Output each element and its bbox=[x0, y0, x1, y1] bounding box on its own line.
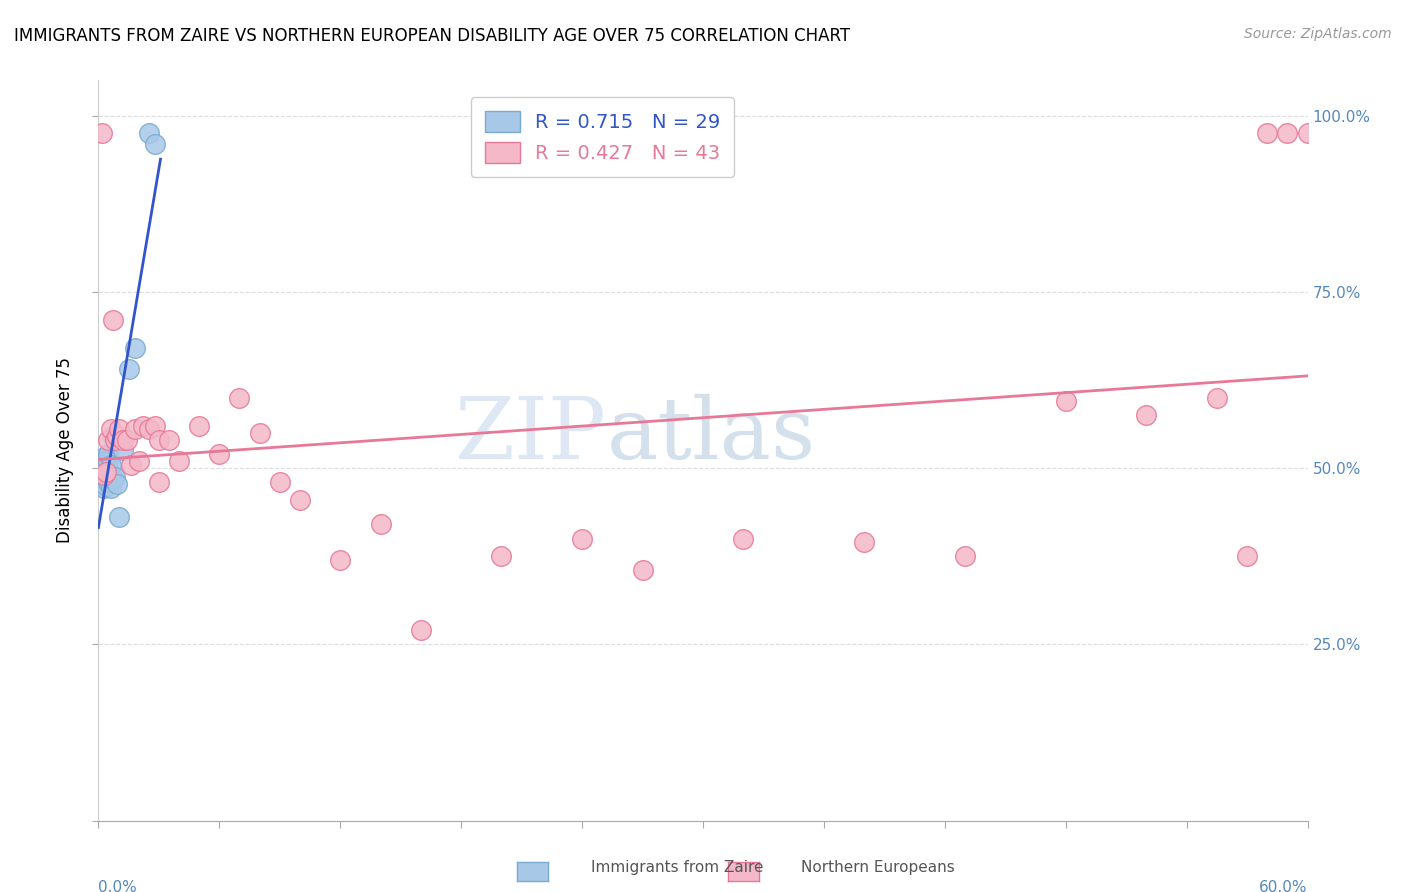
Point bbox=[100, 481, 122, 495]
Point bbox=[143, 418, 166, 433]
Point bbox=[89, 468, 111, 483]
Point bbox=[1054, 394, 1077, 409]
Point bbox=[138, 422, 160, 436]
Point bbox=[97, 465, 120, 479]
Point bbox=[1206, 391, 1229, 405]
Point bbox=[107, 510, 129, 524]
Y-axis label: Disability Age Over 75: Disability Age Over 75 bbox=[56, 358, 75, 543]
Point bbox=[631, 563, 654, 577]
Point bbox=[249, 425, 271, 440]
Point bbox=[128, 454, 150, 468]
Text: 0.0%: 0.0% bbox=[98, 880, 138, 892]
Point bbox=[853, 535, 876, 549]
Point bbox=[138, 126, 160, 140]
Point bbox=[91, 126, 114, 140]
Point bbox=[132, 418, 155, 433]
Point bbox=[91, 475, 114, 490]
Point bbox=[329, 553, 352, 567]
Point bbox=[103, 433, 125, 447]
Point bbox=[1256, 126, 1278, 140]
Point bbox=[97, 447, 120, 461]
Point bbox=[288, 492, 311, 507]
Point bbox=[89, 458, 111, 472]
Point bbox=[93, 461, 115, 475]
Point bbox=[118, 362, 141, 376]
Point bbox=[97, 433, 120, 447]
Point bbox=[188, 418, 211, 433]
Point bbox=[97, 455, 120, 469]
Point bbox=[105, 476, 128, 491]
Point bbox=[409, 624, 432, 638]
Point bbox=[269, 475, 291, 490]
Point bbox=[93, 454, 115, 468]
Text: IMMIGRANTS FROM ZAIRE VS NORTHERN EUROPEAN DISABILITY AGE OVER 75 CORRELATION CH: IMMIGRANTS FROM ZAIRE VS NORTHERN EUROPE… bbox=[14, 27, 851, 45]
Point bbox=[167, 454, 190, 468]
Text: 60.0%: 60.0% bbox=[1260, 880, 1308, 892]
Point bbox=[96, 454, 118, 468]
Point bbox=[228, 391, 250, 405]
Text: Immigrants from Zaire: Immigrants from Zaire bbox=[591, 861, 763, 875]
Point bbox=[208, 447, 231, 461]
Point bbox=[96, 479, 118, 493]
Point bbox=[107, 422, 129, 436]
Point bbox=[97, 475, 120, 490]
Point bbox=[143, 136, 166, 151]
Point bbox=[96, 465, 118, 479]
Point bbox=[148, 475, 170, 490]
Point bbox=[1296, 126, 1319, 140]
Point bbox=[91, 450, 114, 465]
Point bbox=[93, 469, 115, 483]
Text: Northern Europeans: Northern Europeans bbox=[801, 861, 955, 875]
Point bbox=[571, 532, 593, 546]
Point bbox=[491, 549, 513, 564]
Point bbox=[91, 462, 114, 476]
Point bbox=[733, 532, 755, 546]
Legend: R = 0.715   N = 29, R = 0.427   N = 43: R = 0.715 N = 29, R = 0.427 N = 43 bbox=[471, 97, 734, 177]
Point bbox=[93, 481, 115, 495]
Point bbox=[105, 429, 128, 443]
Text: ZIP: ZIP bbox=[454, 394, 606, 477]
Point bbox=[101, 429, 124, 443]
Point bbox=[111, 433, 134, 447]
Point bbox=[124, 422, 146, 436]
Point bbox=[100, 458, 122, 472]
Point bbox=[93, 468, 115, 483]
Point bbox=[111, 443, 134, 458]
Point bbox=[157, 433, 180, 447]
Point bbox=[101, 472, 124, 486]
Point bbox=[1135, 408, 1157, 422]
Point bbox=[96, 467, 118, 481]
Point bbox=[101, 313, 124, 327]
Point bbox=[103, 469, 125, 483]
Point bbox=[1277, 126, 1299, 140]
Point bbox=[1236, 549, 1258, 564]
Point bbox=[100, 422, 122, 436]
Point bbox=[370, 517, 392, 532]
Point bbox=[953, 549, 976, 564]
Point bbox=[148, 433, 170, 447]
Text: atlas: atlas bbox=[606, 394, 815, 477]
Text: Source: ZipAtlas.com: Source: ZipAtlas.com bbox=[1244, 27, 1392, 41]
Point bbox=[100, 468, 122, 483]
Point bbox=[115, 433, 138, 447]
Point bbox=[124, 341, 146, 355]
Point bbox=[120, 458, 142, 472]
